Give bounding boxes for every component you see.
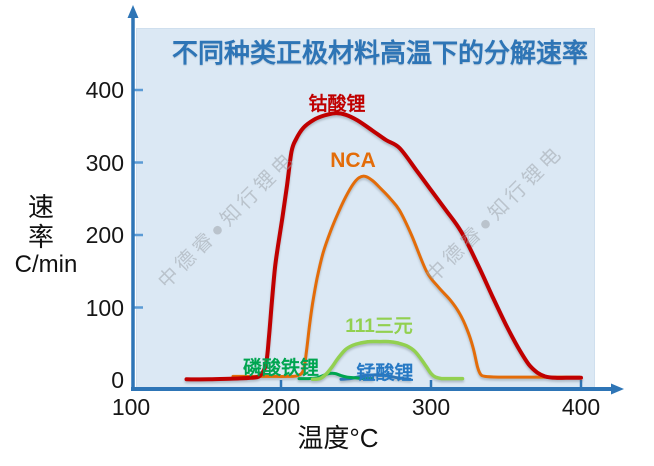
plot-area-background <box>136 28 595 389</box>
curve-钴酸锂 <box>184 111 583 382</box>
axes <box>127 5 624 395</box>
series-label-lithium-iron-phosphate: 磷酸铁锂 <box>242 358 319 379</box>
y-tick-label-400: 400 <box>85 77 124 103</box>
x-tick-label-400: 400 <box>561 394 601 420</box>
curve-NCA <box>231 174 581 379</box>
y-tick-label-100: 100 <box>85 294 124 321</box>
series-label-lithium-manganate: 锰酸锂 <box>356 363 414 384</box>
y-tick-label-200: 200 <box>85 222 124 248</box>
series-label-nca: NCA <box>330 149 376 172</box>
chart-title: 不同种类正极材料高温下的分解速率 <box>171 38 588 68</box>
x-axis-title: 温度°C <box>297 423 379 453</box>
series-label-lithium-cobaltate: 钴酸锂 <box>308 94 366 115</box>
y-axis-title: 速 率 <box>26 192 56 252</box>
curve-layer <box>184 111 583 382</box>
y-tick-label-0: 0 <box>111 367 124 393</box>
y-axis-arrow-icon <box>127 5 139 18</box>
x-axis-arrow-icon <box>611 383 624 395</box>
x-tick-label-300: 300 <box>411 394 451 420</box>
y-axis-title-line2: 率 <box>27 222 54 252</box>
x-tick-label-100: 100 <box>111 394 151 420</box>
y-tick-label-300: 300 <box>85 149 124 176</box>
y-axis-unit: C/min <box>14 251 78 278</box>
series-label-111-ternary: 111三元 <box>345 316 413 337</box>
x-tick-label-200: 200 <box>261 394 301 420</box>
y-axis-title-line1: 速 <box>27 192 54 222</box>
curve-111三元 <box>310 339 465 382</box>
